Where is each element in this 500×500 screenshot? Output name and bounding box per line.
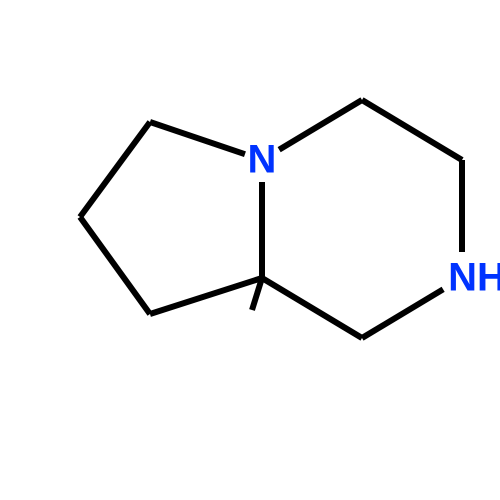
bond-C_p3-N_top bbox=[150, 122, 245, 154]
bond-C_fuse-C_p1 bbox=[150, 278, 262, 314]
bond-C_p2-C_p3 bbox=[80, 122, 150, 217]
bonds-layer bbox=[80, 100, 462, 338]
bond-C_br-C_fuse bbox=[262, 278, 362, 338]
atom-label-N_top: N bbox=[248, 138, 277, 182]
bond-C_p1-C_p2 bbox=[80, 217, 150, 314]
bond-N_top-C_tr bbox=[279, 100, 362, 150]
atom-label-N_bot: NH bbox=[448, 256, 500, 300]
bond-N_bot-C_br bbox=[362, 289, 443, 338]
molecule-diagram: N NH bbox=[0, 0, 500, 500]
bond-C_tr-C_r bbox=[362, 100, 462, 160]
